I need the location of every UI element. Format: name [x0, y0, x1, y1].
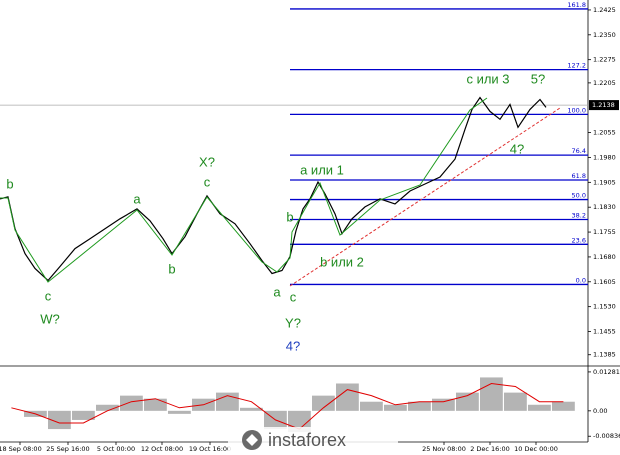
histogram-bar: [144, 398, 167, 411]
y-tick-label: 0.00: [593, 407, 607, 415]
x-tick-label: 18 Sep 08:00: [0, 445, 42, 453]
time-labels: 18 Sep 08:00 25 Sep 16:00 5 Oct 00:00 12 Oc…: [0, 442, 558, 453]
wave-label: a или 1: [300, 162, 344, 177]
x-tick-label: 2 Dec 16:00: [470, 445, 510, 453]
wave-label: a: [273, 284, 281, 299]
y-tick-label: -0.00836: [593, 432, 620, 440]
fib-label: 76.4: [572, 147, 586, 155]
wave-labels: b c W? a b X? c b a c Y? 4? a или 1 b ил…: [6, 71, 545, 353]
wave-label: c или 3: [466, 71, 509, 86]
histogram-bar: [168, 410, 191, 414]
histogram-bar: [504, 392, 527, 411]
histogram-bar: [528, 404, 551, 411]
x-tick-label: 12 Oct 08:00: [141, 445, 183, 453]
y-tick-label: 1.2055: [593, 129, 616, 137]
y-tick-label: 1.1530: [593, 303, 616, 311]
wave-label: b или 2: [320, 254, 364, 269]
wave-label: X?: [199, 154, 215, 169]
x-tick-label: 25 Sep 16:00: [46, 445, 89, 453]
histogram-bar: [120, 395, 143, 411]
x-tick-label: 25 Nov 08:00: [422, 445, 466, 453]
y-tick-label: 1.1605: [593, 278, 616, 286]
fib-label: 38.2: [572, 211, 586, 219]
histogram-bar: [552, 401, 575, 411]
current-price-label: 1.2138: [592, 101, 615, 109]
wave-label: Y?: [285, 315, 301, 330]
histogram-bar: [432, 398, 455, 411]
fib-label: 127.2: [567, 62, 586, 70]
histogram-bar: [240, 407, 263, 411]
y-tick-label: 1.2350: [593, 31, 616, 39]
y-tick-label: 0.01281: [593, 368, 620, 376]
wave-label: b: [168, 261, 175, 276]
watermark: instaforex: [228, 427, 398, 455]
y-tick-label: 1.2205: [593, 79, 616, 87]
histogram-bar: [480, 377, 503, 411]
fib-label: 61.8: [572, 172, 586, 180]
histogram-bar: [336, 383, 359, 411]
watermark-text: instaforex: [268, 430, 346, 450]
signal-line: [11, 382, 564, 430]
fib-label: 23.6: [572, 236, 586, 244]
x-tick-label: 5 Oct 00:00: [97, 445, 135, 453]
wave-lines: [0, 97, 488, 283]
histogram-bar: [360, 401, 383, 411]
y-tick-label: 1.1830: [593, 203, 616, 211]
wave-label: c: [45, 288, 52, 303]
wave-label: W?: [40, 311, 60, 326]
wave-label: 4?: [510, 141, 524, 156]
current-price-box: [589, 100, 619, 111]
y-tick-label: 1.1385: [593, 351, 616, 359]
price-line: [0, 96, 547, 282]
wave-label: b: [286, 209, 293, 224]
histogram-bar: [312, 395, 335, 411]
fib-label: 50.0: [572, 192, 586, 200]
x-tick-label: 10 Dec 00:00: [514, 445, 558, 453]
histogram-bar: [408, 401, 431, 411]
trend-line: [289, 107, 561, 287]
fib-label: 0.0: [576, 276, 586, 284]
wave-label: b: [6, 176, 13, 191]
wave-label: 4?: [286, 338, 300, 353]
wave-label: 5?: [531, 71, 545, 86]
y-tick-label: 1.1980: [593, 153, 616, 161]
histogram-bar: [96, 404, 119, 411]
fib-label: 161.8: [567, 1, 586, 9]
y-tick-label: 1.1755: [593, 228, 616, 236]
fib-label: 100.0: [567, 106, 586, 114]
wave-label: c: [290, 289, 297, 304]
wave-label: c: [204, 174, 211, 189]
watermark-logo-mark: [246, 434, 258, 446]
wave-label: a: [133, 191, 141, 206]
y-tick-label: 1.1680: [593, 253, 616, 261]
x-tick-label: 19 Oct 16:00: [189, 445, 231, 453]
y-tick-label: 1.1455: [593, 328, 616, 336]
histogram-bar: [384, 404, 407, 411]
y-tick-label: 1.2425: [593, 6, 616, 14]
price-panel: 1.2425 1.2350 1.2275 1.2205 1.2055 1.1980 1.19…: [0, 1, 619, 359]
histogram-bar: [48, 410, 71, 430]
histogram-bar: [72, 410, 95, 420]
y-tick-label: 1.1905: [593, 178, 616, 186]
y-tick-label: 1.2275: [593, 56, 616, 64]
oscillator-panel: 0.01281 0.00 -0.00836: [11, 368, 620, 440]
